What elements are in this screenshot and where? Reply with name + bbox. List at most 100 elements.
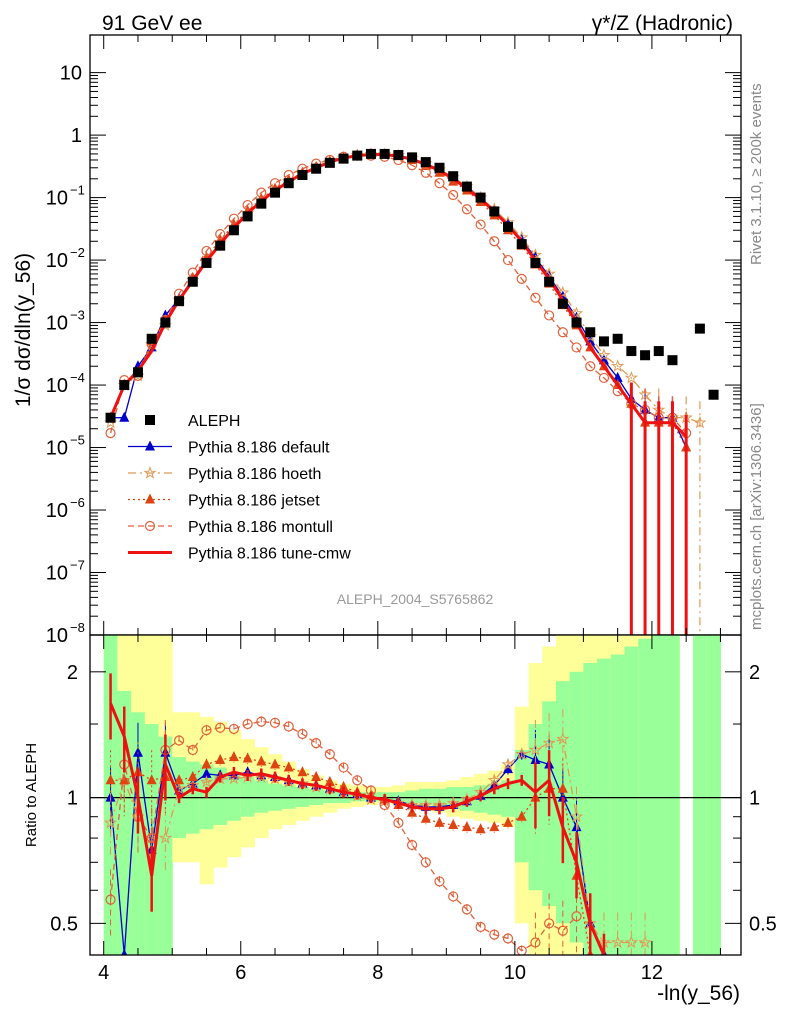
main-point — [105, 428, 116, 439]
ratio-point — [215, 754, 226, 765]
ratio-point — [173, 735, 185, 746]
y-tick-label: 10 — [46, 188, 68, 210]
ratio-point — [324, 749, 335, 760]
main-point — [489, 236, 500, 247]
main-ylabel-text: 1/σ dσ/dln(y_56) — [12, 253, 35, 407]
ratio-point — [103, 815, 118, 829]
main-point — [461, 204, 472, 215]
ratio-point — [571, 911, 582, 922]
y-tick-exponent: −5 — [70, 433, 85, 448]
aleph-point — [640, 350, 651, 361]
main-point — [585, 361, 596, 372]
main-point — [569, 306, 584, 320]
ratio-point — [201, 767, 212, 778]
ratio-point — [475, 823, 486, 834]
ratio-point — [420, 857, 431, 868]
ratio-point — [461, 821, 472, 832]
stat-band — [706, 635, 721, 955]
stat-band — [405, 790, 420, 804]
ratio-point — [610, 935, 625, 949]
y-tick-exponent: −2 — [70, 245, 85, 260]
stat-band — [583, 662, 598, 955]
ratio-point — [489, 929, 500, 940]
ratio-point — [270, 758, 281, 769]
ratio-point — [187, 744, 198, 756]
ratio-point — [311, 771, 322, 782]
main-point — [215, 229, 226, 240]
y-tick-label: 10 — [60, 63, 82, 85]
ratio-point — [283, 721, 294, 732]
stat-band — [227, 772, 242, 821]
ratio-point — [311, 738, 322, 749]
ratio-point — [544, 918, 555, 929]
aleph-point — [598, 336, 609, 347]
main-line-pythia-8.186-tune-cmw — [109, 153, 688, 438]
ratio-point — [461, 904, 472, 915]
aleph-point — [571, 317, 582, 328]
aleph-point — [653, 346, 664, 357]
stat-band — [597, 658, 612, 955]
aleph-point — [694, 323, 705, 334]
aleph-point — [434, 162, 445, 173]
legend: ALEPH Pythia 8.186 default Pythia 8.186 ho… — [128, 413, 351, 563]
main-marks — [103, 147, 719, 635]
ratio-point — [434, 876, 445, 887]
main-point — [201, 245, 212, 257]
stat-band — [665, 635, 680, 955]
y-tick-label: 1 — [71, 125, 82, 147]
main-point — [557, 327, 568, 338]
main-line-pythia-8.186-montull — [109, 154, 687, 434]
legend-marker — [143, 465, 157, 479]
y-tick-exponent: −3 — [70, 308, 85, 323]
ratio-y-tick-label: 2 — [67, 662, 78, 684]
ratio-point — [146, 774, 157, 785]
ratio-point — [297, 766, 308, 777]
main-point — [610, 359, 625, 372]
main-point — [119, 411, 130, 422]
main-point — [256, 187, 267, 198]
ratio-point — [338, 781, 349, 792]
ratio-point — [503, 816, 514, 827]
aleph-point — [201, 257, 212, 268]
legend-marker — [144, 520, 156, 532]
y-tick-label: 10 — [46, 563, 68, 585]
aleph-point — [160, 317, 171, 328]
ratio-point — [227, 771, 241, 785]
mcplots-label: mcplots.cern.ch [arXiv:1306.3436] — [748, 403, 765, 630]
aleph-point — [187, 276, 198, 287]
aleph-point — [324, 157, 335, 168]
ratio-point — [132, 746, 143, 757]
rivet-label: Rivet 3.1.10, ≥ 200k events — [748, 83, 765, 265]
aleph-point — [516, 239, 527, 250]
ratio-ylabel: Ratio to ALEPH — [23, 743, 40, 847]
y-tick-exponent: −4 — [70, 370, 85, 385]
ratio-point — [516, 945, 527, 955]
main-line-pythia-8.186-hoeth — [109, 153, 701, 424]
y-tick-label: 10 — [46, 375, 68, 397]
aleph-point — [557, 298, 568, 309]
aleph-point — [585, 327, 596, 338]
ratio-point — [475, 921, 486, 933]
legend-label: Pythia 8.186 tune-cmw — [188, 546, 351, 563]
y-tick-label: 10 — [46, 500, 68, 522]
ratio-point — [105, 894, 116, 905]
y-tick-label: 10 — [46, 313, 68, 335]
stat-band — [240, 777, 255, 817]
ratio-point — [283, 761, 294, 772]
ratio-point — [256, 755, 267, 766]
main-point — [556, 285, 570, 299]
aleph-point — [352, 150, 363, 161]
ratio-point — [501, 757, 515, 771]
analysis-watermark: ALEPH_2004_S5765862 — [337, 591, 494, 607]
ratio-point — [406, 839, 418, 851]
main-point — [434, 178, 445, 189]
main-point — [544, 310, 555, 321]
ratio-point — [105, 774, 116, 785]
legend-label: Pythia 8.186 jetset — [188, 493, 320, 510]
stat-band — [501, 780, 516, 817]
main-point — [420, 167, 431, 178]
aleph-point — [461, 181, 472, 192]
ratio-y-tick-label-right: 0.5 — [749, 913, 777, 935]
aleph-point — [215, 240, 226, 251]
